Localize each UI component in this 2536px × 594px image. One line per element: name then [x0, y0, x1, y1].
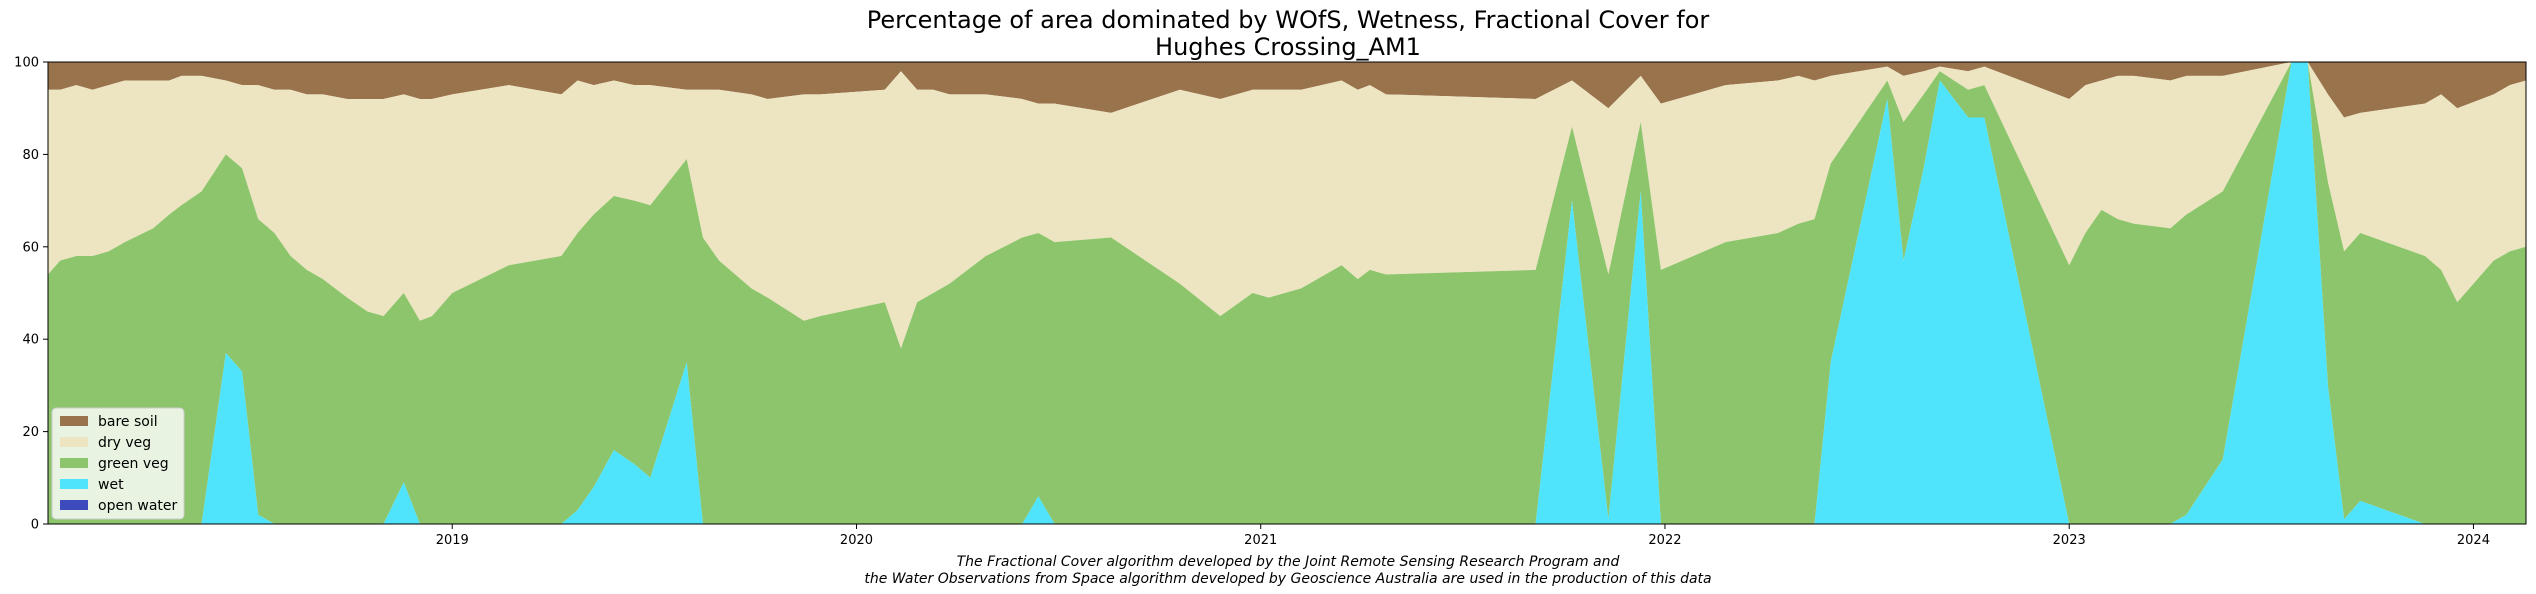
x-tick-label-2021: 2021	[1244, 533, 1277, 548]
legend-swatch-green-veg	[60, 458, 88, 468]
chart-title-line-1: Percentage of area dominated by WOfS, We…	[867, 6, 1710, 34]
footnote-line-1: The Fractional Cover algorithm developed…	[957, 554, 1620, 570]
x-tick-label-2023: 2023	[2053, 533, 2086, 548]
y-tick-label-20: 20	[22, 425, 39, 440]
area-layers	[48, 62, 2526, 524]
x-tick-label-2019: 2019	[436, 533, 469, 548]
x-tick-label-2022: 2022	[1648, 533, 1681, 548]
y-tick-label-100: 100	[14, 56, 39, 71]
y-axis: 0 20 40 60 80 100	[14, 56, 48, 533]
area-green-veg	[48, 62, 2526, 524]
legend-label-bare-soil: bare soil	[98, 414, 158, 430]
x-tick-label-2020: 2020	[840, 533, 873, 548]
x-tick-label-2024: 2024	[2457, 533, 2490, 548]
legend-label-green-veg: green veg	[98, 456, 169, 472]
area-wet	[48, 62, 2526, 524]
legend-label-open-water: open water	[98, 498, 178, 514]
legend-label-wet: wet	[98, 477, 124, 493]
area-dry-veg	[48, 62, 2526, 349]
plot-frame	[47, 61, 2527, 525]
legend-swatch-dry-veg	[60, 437, 88, 447]
legend-swatch-wet	[60, 479, 88, 489]
y-tick-label-0: 0	[31, 518, 39, 533]
legend-label-dry-veg: dry veg	[98, 435, 151, 451]
legend-box	[51, 407, 185, 520]
legend-swatch-bare-soil	[60, 416, 88, 426]
chart-title-line-2: Hughes Crossing_AM1	[1155, 33, 1421, 61]
y-tick-label-80: 80	[22, 148, 39, 163]
y-tick-label-60: 60	[22, 240, 39, 255]
footnote-line-2: the Water Observations from Space algori…	[864, 571, 1711, 587]
y-tick-label-40: 40	[22, 333, 39, 348]
x-axis: 2019 2020 2021 2022 2023 2024	[436, 524, 2490, 548]
legend-swatch-open-water	[60, 500, 88, 510]
legend: bare soil dry veg green veg wet open wat…	[51, 407, 185, 520]
